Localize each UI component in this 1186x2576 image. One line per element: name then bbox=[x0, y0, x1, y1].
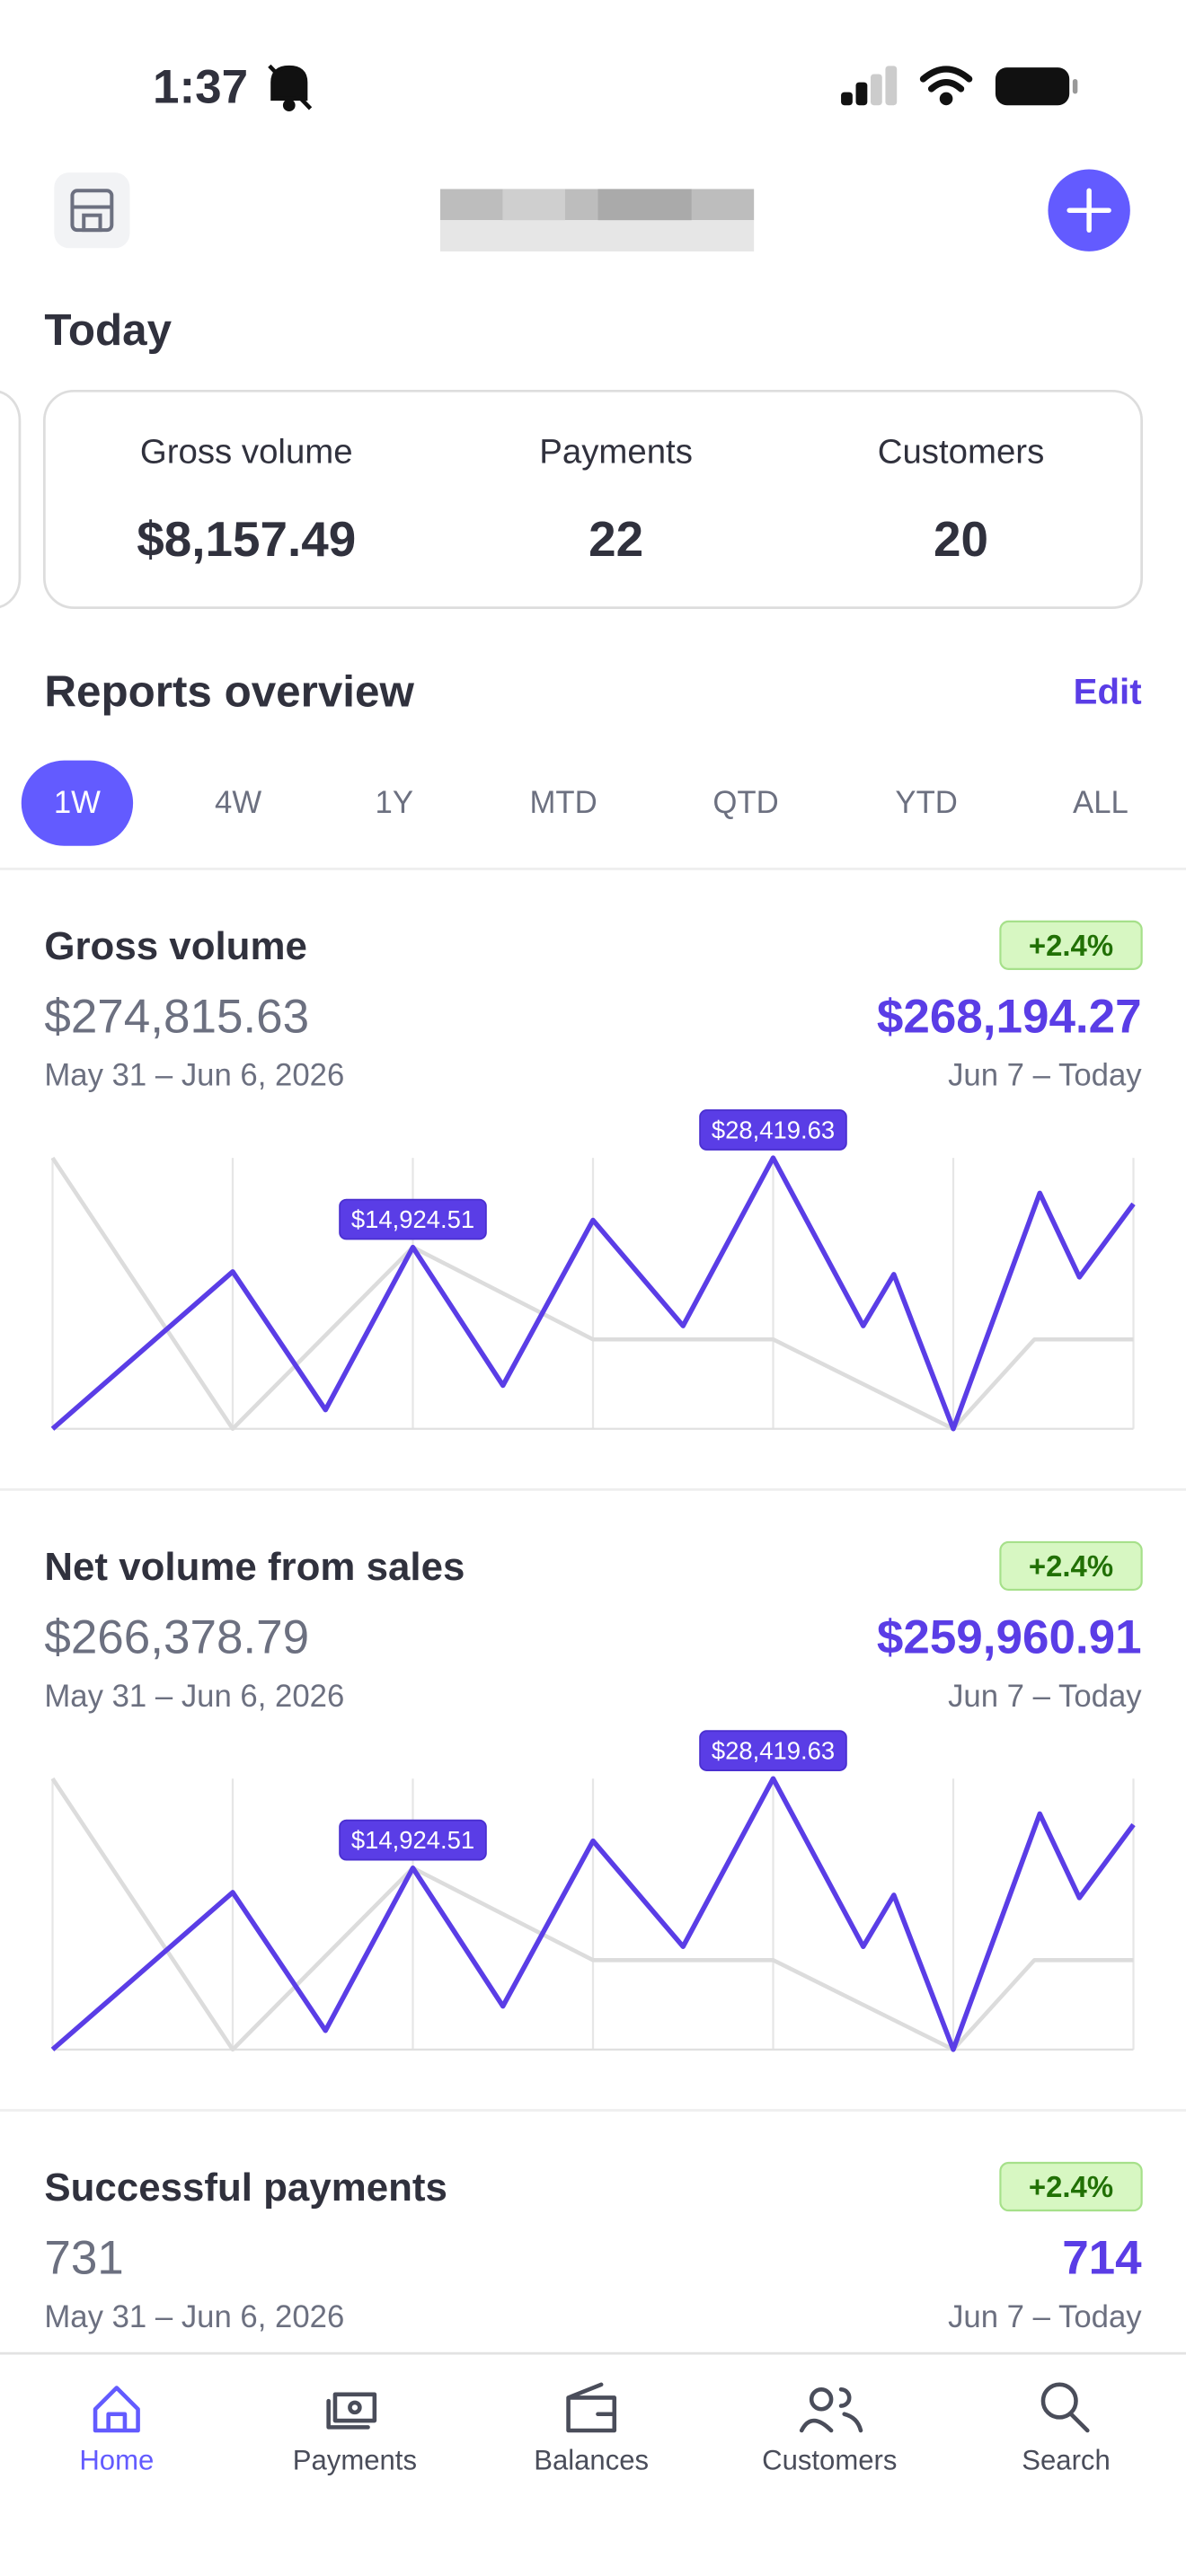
time: 1:37 bbox=[153, 61, 248, 114]
tab-icon bbox=[1040, 2382, 1090, 2433]
battery-icon bbox=[995, 67, 1078, 106]
range-tab[interactable]: 4W bbox=[215, 786, 261, 820]
previous-value: $266,378.79 bbox=[44, 1610, 309, 1663]
previous-period: May 31 – Jun 6, 2026 bbox=[44, 1680, 344, 1714]
range-tab[interactable]: 1W bbox=[54, 786, 101, 820]
card-title: Gross volume bbox=[44, 924, 307, 968]
tab-label[interactable]: Balances bbox=[534, 2444, 649, 2475]
series-line bbox=[50, 1155, 1136, 1432]
annotation-box bbox=[699, 1109, 847, 1151]
tab-label[interactable]: Search bbox=[1022, 2444, 1110, 2475]
store-icon bbox=[70, 189, 114, 233]
previous-value: $274,815.63 bbox=[44, 990, 309, 1043]
account-name-blurred bbox=[439, 189, 755, 251]
previous-period: May 31 – Jun 6, 2026 bbox=[44, 1059, 344, 1093]
previous-card-edge bbox=[0, 390, 22, 609]
metric-value: $8,157.49 bbox=[137, 511, 356, 567]
report-card[interactable]: Successful payments +2.4% 731 714 May 31 – J… bbox=[44, 2161, 1143, 2334]
range-tab[interactable]: YTD bbox=[895, 786, 957, 820]
metric-value: 20 bbox=[934, 511, 988, 567]
tab-icon bbox=[93, 2386, 140, 2433]
tab-label[interactable]: Customers bbox=[762, 2444, 897, 2475]
annotation-box bbox=[339, 1198, 487, 1240]
series-line bbox=[50, 1776, 1136, 2052]
range-tab[interactable]: 1Y bbox=[376, 786, 413, 820]
metric-label: Payments bbox=[539, 432, 693, 471]
current-value: 714 bbox=[1062, 2232, 1142, 2285]
card-title: Net volume from sales bbox=[44, 1545, 465, 1589]
wifi-icon bbox=[919, 66, 973, 106]
report-card[interactable]: Gross volume +2.4% $274,815.63 $268,194.27 M… bbox=[0, 920, 1186, 1491]
tab-label[interactable]: Home bbox=[79, 2444, 154, 2475]
metric-label: Customers bbox=[878, 432, 1045, 471]
tab-icon bbox=[566, 2382, 617, 2433]
current-value: $259,960.91 bbox=[877, 1610, 1142, 1663]
annotation-box bbox=[699, 1730, 847, 1771]
change-label: +2.4% bbox=[1029, 929, 1113, 962]
bell-off-icon bbox=[268, 64, 313, 112]
annotation-label: $28,419.63 bbox=[712, 1737, 835, 1765]
range-pill[interactable] bbox=[21, 760, 134, 846]
range-tab[interactable]: ALL bbox=[1073, 786, 1128, 820]
metric-value: 22 bbox=[589, 511, 643, 567]
annotation-box bbox=[339, 1819, 487, 1861]
range-tab[interactable]: MTD bbox=[529, 786, 597, 820]
range-tab[interactable]: QTD bbox=[712, 786, 778, 820]
edit-button[interactable]: Edit bbox=[1074, 671, 1142, 711]
series-line bbox=[50, 1156, 1134, 1432]
series-line bbox=[50, 1777, 1134, 2052]
current-period: Jun 7 – Today bbox=[948, 1059, 1142, 1093]
store-button[interactable] bbox=[54, 172, 130, 249]
annotation-label: $14,924.51 bbox=[351, 1205, 474, 1233]
tab-bar bbox=[0, 2353, 1186, 2576]
change-badge bbox=[999, 2161, 1143, 2212]
change-badge bbox=[999, 1540, 1143, 1592]
current-value: $268,194.27 bbox=[877, 990, 1142, 1043]
card-title: Successful payments bbox=[44, 2166, 447, 2210]
section-title: Reports overview bbox=[44, 666, 414, 716]
change-label: +2.4% bbox=[1029, 2170, 1113, 2203]
annotation-label: $14,924.51 bbox=[351, 1826, 474, 1854]
tab-icon bbox=[799, 2387, 863, 2433]
metric-label: Gross volume bbox=[140, 432, 353, 471]
section-title: Today bbox=[44, 305, 172, 355]
current-period: Jun 7 – Today bbox=[948, 1680, 1142, 1714]
annotation-label: $28,419.63 bbox=[712, 1116, 835, 1144]
change-badge bbox=[999, 920, 1143, 970]
tab-label[interactable]: Payments bbox=[293, 2444, 417, 2475]
report-card[interactable]: Net volume from sales +2.4% $266,378.79 $25… bbox=[0, 1540, 1186, 2112]
previous-value: 731 bbox=[44, 2232, 123, 2285]
change-label: +2.4% bbox=[1029, 1549, 1113, 1583]
plus-icon bbox=[1067, 188, 1111, 233]
today-card[interactable] bbox=[42, 389, 1144, 610]
previous-period: May 31 – Jun 6, 2026 bbox=[44, 2300, 344, 2334]
current-period: Jun 7 – Today bbox=[948, 2300, 1142, 2334]
signal-icon bbox=[841, 66, 898, 106]
tab-icon bbox=[326, 2392, 377, 2430]
